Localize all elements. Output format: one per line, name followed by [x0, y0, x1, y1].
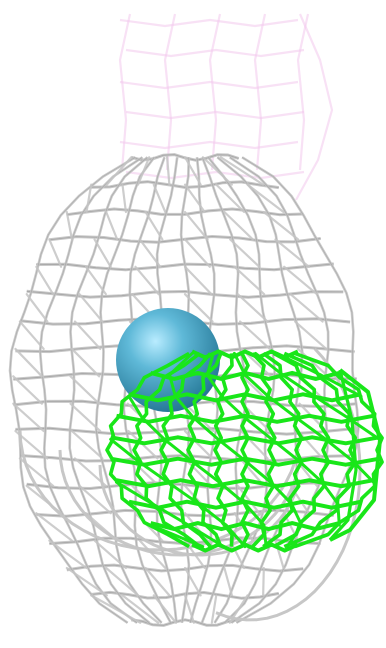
ion-sphere: [116, 308, 220, 412]
pink-density-mesh: [118, 13, 334, 201]
green-density-mesh: [105, 349, 384, 553]
